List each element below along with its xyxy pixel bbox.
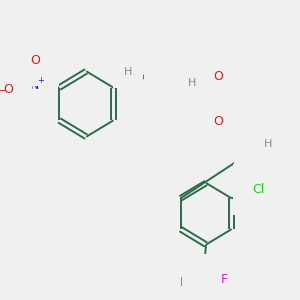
Text: O: O bbox=[30, 54, 40, 67]
Text: O: O bbox=[4, 83, 14, 96]
Text: H: H bbox=[264, 140, 272, 149]
Text: −: − bbox=[0, 86, 6, 97]
Text: H: H bbox=[188, 78, 196, 88]
Text: F: F bbox=[179, 276, 187, 289]
Text: Cl: Cl bbox=[252, 183, 264, 196]
Text: N: N bbox=[163, 67, 172, 80]
Text: F: F bbox=[221, 273, 228, 286]
Text: O: O bbox=[214, 115, 224, 128]
Text: N: N bbox=[30, 79, 39, 92]
Text: N: N bbox=[252, 144, 262, 157]
Text: O: O bbox=[214, 70, 224, 83]
Text: F: F bbox=[201, 288, 208, 300]
Text: +: + bbox=[37, 76, 44, 85]
Text: H: H bbox=[124, 67, 132, 77]
Text: N: N bbox=[178, 82, 187, 95]
